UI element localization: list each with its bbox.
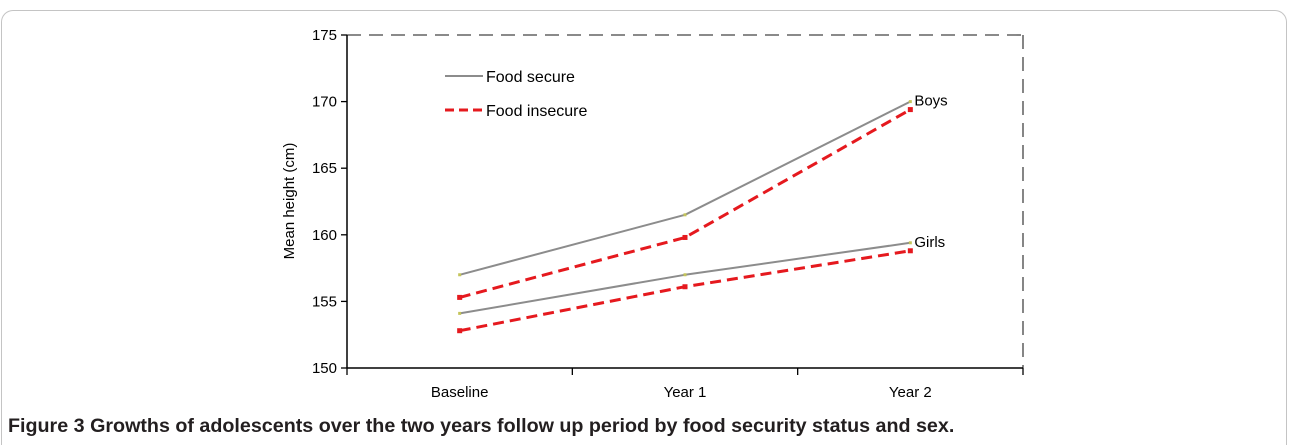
series-line-girls-food-insecure (459, 249, 911, 333)
series-line-boys-food-secure (459, 100, 911, 276)
group-labels: Boys Girls (914, 93, 947, 251)
x-tick-label: Year 1 (664, 384, 707, 401)
data-point (682, 284, 688, 290)
data-point (458, 311, 462, 315)
data-point (457, 328, 463, 334)
group-label-boys: Boys (914, 93, 947, 110)
data-point (908, 100, 912, 104)
data-point (908, 241, 912, 245)
y-tick-label: 170 (312, 94, 337, 111)
y-tick-label: 165 (312, 160, 337, 177)
y-axis-label: Mean height (cm) (281, 143, 298, 260)
x-tick-label: Baseline (431, 384, 489, 401)
legend-label: Food insecure (486, 103, 587, 120)
x-axis-ticks: Baseline Year 1 Year 2 (346, 368, 1024, 401)
legend-item-food-insecure: Food insecure (445, 103, 587, 120)
y-tick-label: 160 (312, 227, 337, 244)
figure-frame (1, 10, 1287, 445)
y-tick-label: 155 (312, 293, 337, 310)
legend-item-food-secure: Food secure (445, 69, 575, 86)
figure-caption-label: Figure 3 (8, 415, 85, 437)
data-points (457, 100, 913, 334)
group-label-girls: Girls (914, 234, 945, 251)
data-point (457, 294, 463, 300)
y-tick-label: 175 (312, 27, 337, 44)
data-point (682, 234, 688, 240)
figure-caption: Figure 3 Growths of adolescents over the… (8, 414, 954, 438)
y-tick-label: 150 (312, 360, 337, 377)
legend: Food secure Food insecure (445, 69, 587, 120)
x-tick-label: Year 2 (889, 384, 932, 401)
data-point (907, 248, 913, 254)
y-axis-ticks: 150 155 160 165 170 175 (312, 27, 347, 377)
series-line-boys-food-insecure (459, 108, 912, 299)
data-point (683, 273, 687, 277)
legend-label: Food secure (486, 69, 575, 86)
figure-caption-text: Growths of adolescents over the two year… (90, 415, 955, 437)
plot-area (346, 34, 1024, 369)
data-point (458, 273, 462, 277)
data-point (907, 107, 913, 113)
data-point (683, 213, 687, 217)
